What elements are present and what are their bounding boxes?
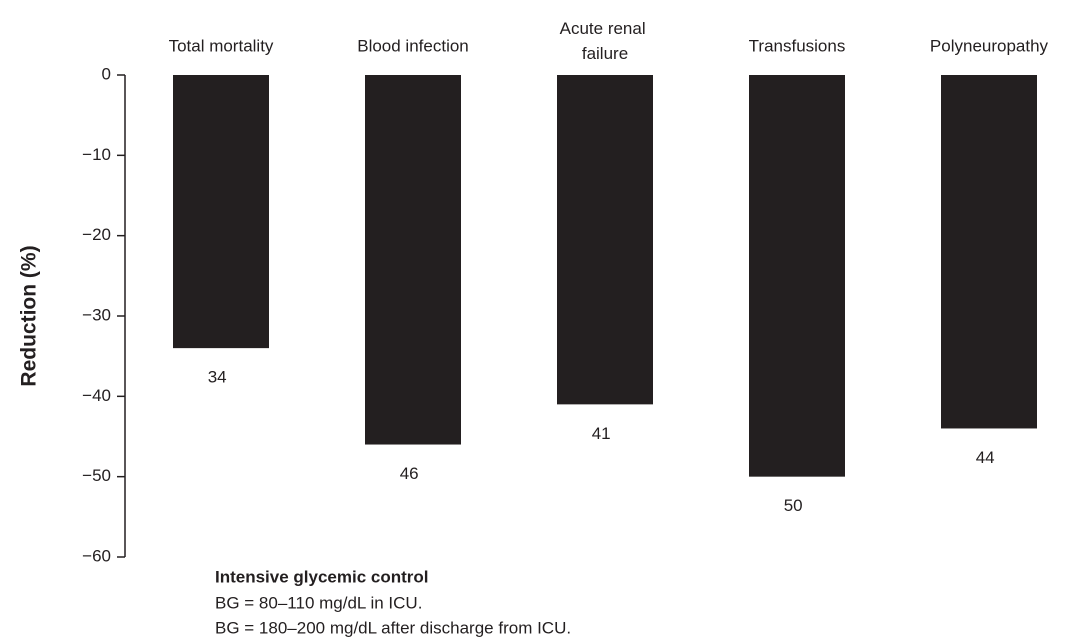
bar bbox=[749, 75, 845, 477]
x-tick-label: Polyneuropathy bbox=[930, 36, 1049, 55]
data-label: 46 bbox=[400, 464, 419, 483]
y-tick-label: −50 bbox=[82, 466, 111, 485]
data-label: 34 bbox=[208, 368, 227, 387]
annotation-title: Intensive glycemic control bbox=[215, 567, 429, 586]
y-axis-label: Reduction (%) bbox=[18, 245, 41, 386]
data-label: 41 bbox=[592, 424, 611, 443]
y-tick-label: −40 bbox=[82, 386, 111, 405]
y-tick-label: 0 bbox=[102, 64, 111, 83]
x-tick-label: Blood infection bbox=[357, 36, 469, 55]
bar bbox=[173, 75, 269, 349]
bar bbox=[941, 75, 1037, 429]
data-label: 50 bbox=[784, 496, 803, 515]
x-tick-label: Total mortality bbox=[169, 36, 274, 55]
bar bbox=[557, 75, 653, 405]
y-tick-label: −20 bbox=[82, 225, 111, 244]
x-tick-label: Acute renal failure bbox=[560, 19, 651, 63]
x-tick-label: Transfusions bbox=[749, 36, 846, 55]
annotation: BG = 180–200 mg/dL after discharge from … bbox=[215, 618, 571, 637]
y-tick-label: −60 bbox=[82, 546, 111, 565]
y-tick-label: −10 bbox=[82, 145, 111, 164]
bar bbox=[365, 75, 461, 445]
data-label: 44 bbox=[976, 448, 995, 467]
annotation: BG = 80–110 mg/dL in ICU. bbox=[215, 593, 422, 612]
y-tick-label: −30 bbox=[82, 305, 111, 324]
